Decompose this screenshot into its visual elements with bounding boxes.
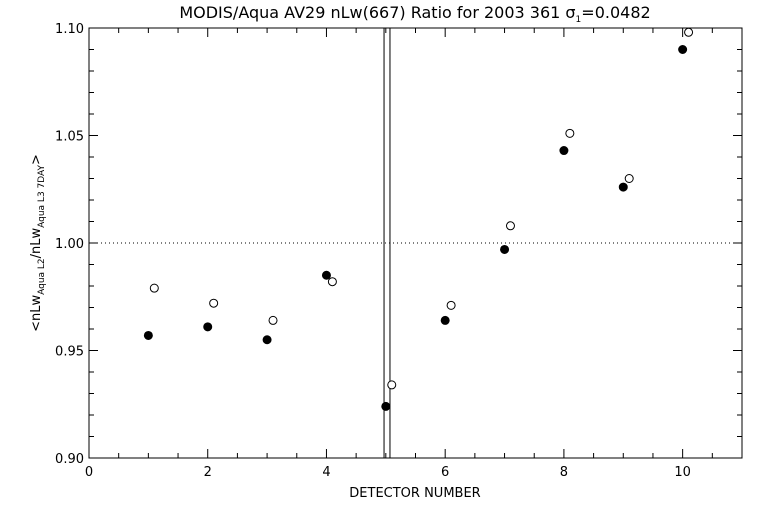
y-axis-label: <nLwAqua L2/nLwAqua L3 7DAY> bbox=[29, 154, 47, 332]
filled-data-point bbox=[559, 146, 569, 156]
filled-data-point bbox=[500, 244, 510, 254]
plot-frame bbox=[88, 27, 743, 459]
y-tick-label: 1.00 bbox=[55, 237, 84, 252]
open-data-point bbox=[149, 283, 159, 293]
filled-data-point bbox=[262, 335, 272, 345]
x-tick-label: 6 bbox=[441, 465, 449, 480]
filled-data-point bbox=[203, 322, 213, 332]
y-tick-label: 1.10 bbox=[55, 22, 84, 37]
filled-data-point bbox=[440, 315, 450, 325]
open-data-point bbox=[624, 174, 634, 183]
open-data-point bbox=[327, 277, 337, 287]
chart-title: MODIS/Aqua AV29 nLw(667) Ratio for 2003 … bbox=[179, 3, 650, 25]
y-tick-label: 0.90 bbox=[55, 452, 84, 467]
x-tick-label: 10 bbox=[674, 465, 691, 480]
filled-data-point bbox=[143, 330, 153, 340]
filled-data-point bbox=[678, 45, 688, 54]
y-tick-label: 1.05 bbox=[55, 130, 84, 145]
open-data-point bbox=[268, 315, 278, 325]
filled-data-point bbox=[321, 270, 331, 280]
filled-data-point bbox=[618, 182, 628, 192]
open-data-point bbox=[209, 298, 219, 308]
open-data-point bbox=[684, 27, 694, 37]
open-data-point bbox=[505, 221, 515, 231]
open-data-point bbox=[565, 128, 575, 138]
x-tick-label: 4 bbox=[322, 465, 330, 480]
open-data-point bbox=[387, 380, 397, 390]
y-tick-label: 0.95 bbox=[55, 345, 84, 360]
x-axis-label: DETECTOR NUMBER bbox=[349, 486, 480, 501]
open-data-point bbox=[446, 300, 456, 310]
x-tick-label: 0 bbox=[85, 465, 93, 480]
filled-data-point bbox=[381, 401, 391, 411]
x-tick-label: 8 bbox=[560, 465, 568, 480]
x-tick-label: 2 bbox=[204, 465, 212, 480]
